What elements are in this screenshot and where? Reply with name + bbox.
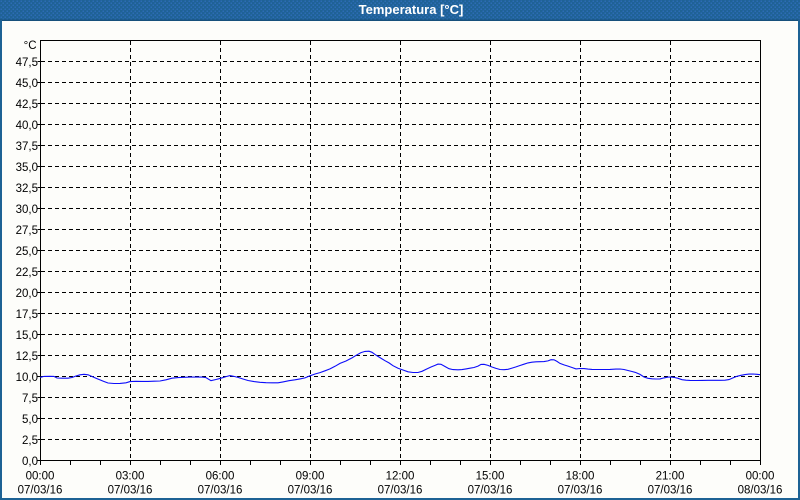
svg-text:07/03/16: 07/03/16 bbox=[468, 485, 513, 497]
svg-text:17,5: 17,5 bbox=[16, 309, 38, 321]
svg-text:22,5: 22,5 bbox=[16, 267, 38, 279]
svg-text:03:00: 03:00 bbox=[116, 471, 145, 483]
svg-text:07/03/16: 07/03/16 bbox=[288, 485, 333, 497]
svg-text:35,0: 35,0 bbox=[16, 162, 38, 174]
svg-text:21:00: 21:00 bbox=[656, 471, 685, 483]
svg-text:07/03/16: 07/03/16 bbox=[18, 485, 63, 497]
svg-text:32,5: 32,5 bbox=[16, 183, 38, 195]
svg-text:07/03/16: 07/03/16 bbox=[378, 485, 423, 497]
svg-text:45,0: 45,0 bbox=[16, 78, 38, 90]
svg-text:20,0: 20,0 bbox=[16, 288, 38, 300]
svg-text:30,0: 30,0 bbox=[16, 204, 38, 216]
svg-text:07/03/16: 07/03/16 bbox=[108, 485, 153, 497]
svg-text:09:00: 09:00 bbox=[296, 471, 325, 483]
svg-text:18:00: 18:00 bbox=[566, 471, 595, 483]
svg-text:10,0: 10,0 bbox=[16, 372, 38, 384]
svg-text:47,5: 47,5 bbox=[16, 57, 38, 69]
svg-text:00:00: 00:00 bbox=[746, 471, 775, 483]
svg-text:5,0: 5,0 bbox=[22, 414, 38, 426]
svg-text:15:00: 15:00 bbox=[476, 471, 505, 483]
svg-text:08/03/16: 08/03/16 bbox=[738, 485, 783, 497]
svg-text:2,5: 2,5 bbox=[22, 435, 38, 447]
svg-text:07/03/16: 07/03/16 bbox=[558, 485, 603, 497]
svg-text:00:00: 00:00 bbox=[26, 471, 55, 483]
svg-text:0,0: 0,0 bbox=[22, 456, 38, 468]
svg-text:25,0: 25,0 bbox=[16, 246, 38, 258]
svg-text:12,5: 12,5 bbox=[16, 351, 38, 363]
svg-text:°C: °C bbox=[24, 40, 37, 52]
svg-text:27,5: 27,5 bbox=[16, 225, 38, 237]
svg-text:40,0: 40,0 bbox=[16, 120, 38, 132]
svg-text:06:00: 06:00 bbox=[206, 471, 235, 483]
svg-text:07/03/16: 07/03/16 bbox=[648, 485, 693, 497]
svg-text:7,5: 7,5 bbox=[22, 393, 38, 405]
svg-text:42,5: 42,5 bbox=[16, 99, 38, 111]
svg-text:15,0: 15,0 bbox=[16, 330, 38, 342]
svg-text:12:00: 12:00 bbox=[386, 471, 415, 483]
svg-text:37,5: 37,5 bbox=[16, 141, 38, 153]
svg-text:07/03/16: 07/03/16 bbox=[198, 485, 243, 497]
